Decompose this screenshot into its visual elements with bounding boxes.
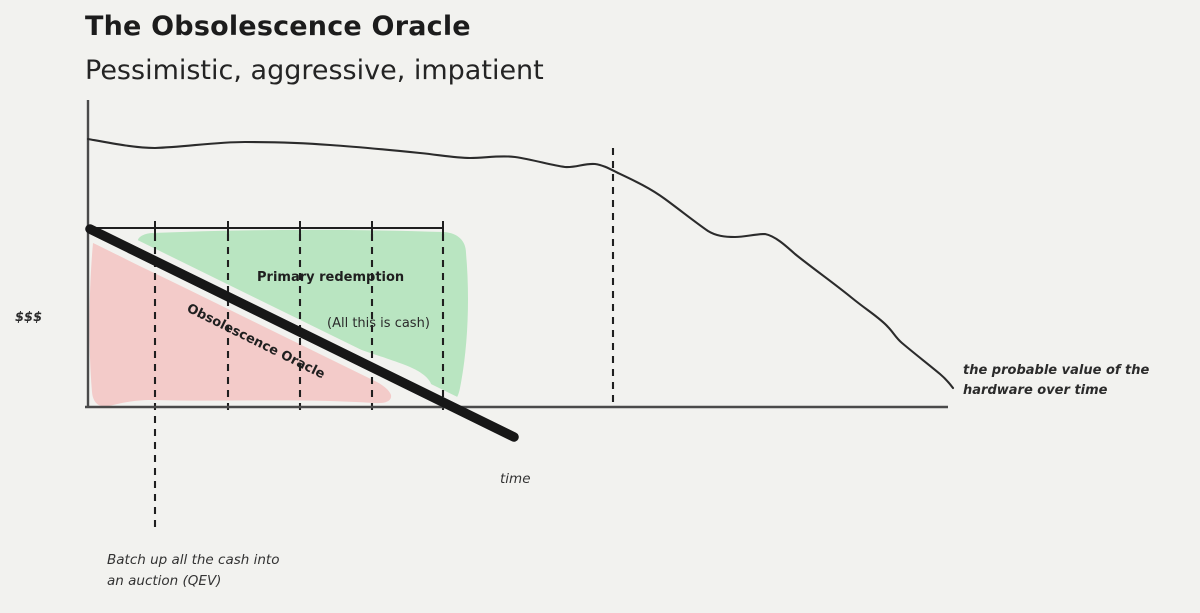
annotation-line1: Batch up all the cash into bbox=[107, 552, 279, 568]
green-region bbox=[137, 229, 468, 407]
x-axis-label: time bbox=[500, 471, 531, 487]
page-subtitle: Pessimistic, aggressive, impatient bbox=[85, 54, 544, 86]
annotation-line2: an auction (QEV) bbox=[107, 573, 221, 589]
oracle-line bbox=[85, 224, 519, 442]
header: The Obsolescence Oracle Pessimistic, agg… bbox=[85, 10, 544, 87]
hardware-value-curve bbox=[86, 137, 955, 390]
curve-caption-line2: hardware over time bbox=[963, 383, 1108, 398]
page-title: The Obsolescence Oracle bbox=[85, 11, 471, 42]
y-axis-label: $$$ bbox=[15, 310, 42, 325]
pink-region bbox=[89, 243, 392, 407]
curve-caption-line1: the probable value of the bbox=[963, 363, 1150, 378]
green-region-sublabel: (All this is cash) bbox=[327, 316, 430, 331]
green-region-label: Primary redemption bbox=[257, 270, 404, 285]
